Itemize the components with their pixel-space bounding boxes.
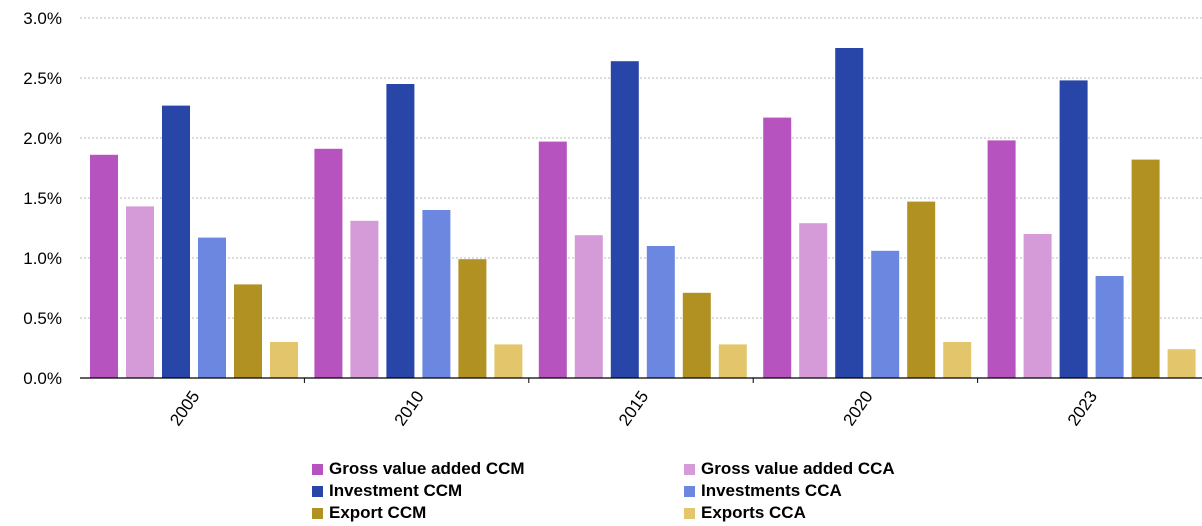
y-tick-label: 2.0%: [23, 129, 62, 148]
bar: [1131, 159, 1160, 378]
bar: [682, 292, 711, 378]
bar: [871, 250, 900, 378]
bar: [538, 141, 567, 378]
axes: [80, 377, 1202, 383]
bar: [610, 61, 639, 378]
legend-label: Gross value added CCA: [701, 459, 895, 478]
bar: [126, 206, 154, 378]
bar: [987, 140, 1016, 378]
y-tick-label: 1.0%: [23, 249, 62, 268]
y-tick-label: 3.0%: [23, 9, 62, 28]
x-tick-label: 2023: [1064, 387, 1101, 429]
x-tick-labels: 2005 2010 2015 2020 2023: [166, 387, 1101, 429]
legend-swatch: [684, 463, 695, 475]
bar: [799, 223, 828, 378]
bar: [234, 284, 262, 378]
legend-label: Gross value added CCM: [329, 459, 525, 478]
x-tick-label: 2005: [166, 387, 203, 429]
y-tick-label: 2.5%: [23, 69, 62, 88]
legend-item: Investment CCM: [312, 480, 684, 502]
legend-label: Export CCM: [329, 503, 427, 522]
legend-swatch: [312, 507, 323, 519]
bars: [90, 48, 1196, 379]
legend-swatch: [684, 507, 695, 519]
bar: [574, 235, 603, 378]
x-tick-label: 2015: [615, 387, 652, 429]
bar: [90, 154, 118, 378]
bar: [907, 201, 936, 378]
legend-label: Investments CCA: [701, 481, 842, 500]
legend: Gross value added CCM Gross value added C…: [312, 458, 1072, 524]
bar: [763, 117, 792, 378]
bar: [1095, 276, 1124, 378]
bar: [1167, 349, 1196, 378]
bar: [162, 105, 190, 378]
bar: [835, 48, 864, 378]
bar: [718, 344, 747, 378]
bar: [422, 210, 451, 378]
y-tick-label: 0.0%: [23, 369, 62, 388]
legend-swatch: [312, 485, 323, 497]
legend-label: Investment CCM: [329, 481, 463, 500]
bar-chart: 0.0% 0.5% 1.0% 1.5% 2.0% 2.5% 3.0% 2005 2010 201…: [23, 9, 1202, 429]
bar: [494, 344, 523, 378]
bar: [458, 259, 487, 378]
y-tick-label: 0.5%: [23, 309, 62, 328]
legend-item: Investments CCA: [684, 480, 1056, 502]
legend-swatch: [684, 485, 695, 497]
x-tick-label: 2010: [391, 387, 428, 429]
legend-item: Exports CCA: [684, 502, 1056, 524]
legend-swatch: [312, 463, 323, 475]
x-tick-label: 2020: [839, 387, 876, 429]
bar: [1059, 80, 1088, 379]
bar: [270, 342, 298, 378]
bar: [350, 220, 379, 378]
bar: [1023, 234, 1052, 378]
legend-label: Exports CCA: [701, 503, 806, 522]
y-tick-label: 1.5%: [23, 189, 62, 208]
legend-item: Gross value added CCM: [312, 458, 684, 480]
gridlines: [80, 17, 1202, 319]
bar: [198, 237, 226, 378]
legend-item: Gross value added CCA: [684, 458, 1056, 480]
bar: [314, 148, 343, 378]
y-tick-labels: 0.0% 0.5% 1.0% 1.5% 2.0% 2.5% 3.0%: [23, 9, 62, 388]
bar: [386, 84, 415, 378]
bar: [646, 246, 675, 378]
legend-item: Export CCM: [312, 502, 684, 524]
bar: [943, 342, 972, 378]
